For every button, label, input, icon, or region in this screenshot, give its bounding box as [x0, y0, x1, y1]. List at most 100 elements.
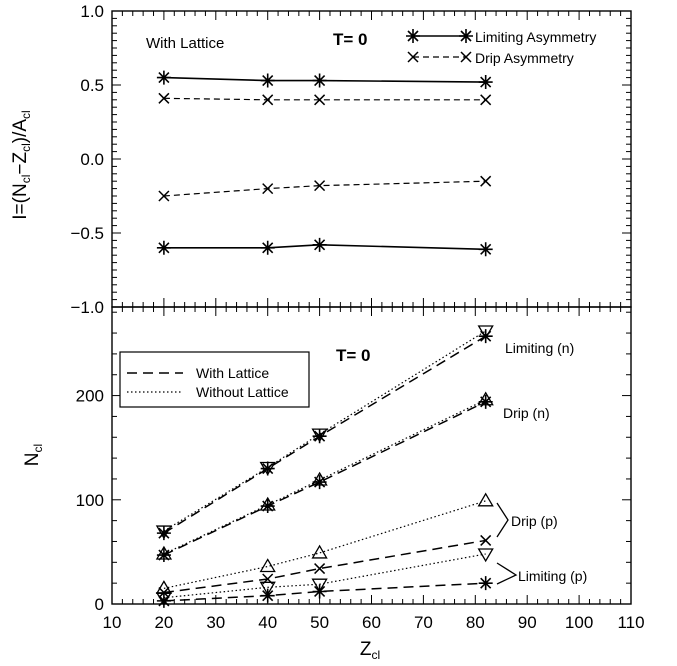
bottom-legend-label-without-lattice: Without Lattice	[196, 384, 289, 400]
bottom-series-line-7	[163, 582, 486, 602]
x-axis-title: Zcl	[360, 639, 380, 662]
bottom-y-tick-label: 0	[95, 595, 104, 614]
bottom-series-line-5	[163, 539, 486, 594]
bottom-series-marker	[259, 496, 276, 511]
bottom-series-marker	[477, 391, 494, 406]
top-series-marker	[314, 94, 326, 106]
top-series-marker	[262, 94, 274, 106]
x-tick-label: 100	[565, 613, 593, 632]
x-tick-label: 20	[154, 613, 173, 632]
bottom-annotation-temperature: T= 0	[336, 346, 371, 365]
top-annotation-lattice: With Lattice	[146, 35, 224, 52]
bottom-series-marker	[480, 534, 492, 546]
top-series-marker	[260, 73, 275, 88]
bottom-series-marker	[155, 525, 173, 540]
bottom-series-marker	[311, 428, 328, 443]
top-annotation-temperature: T= 0	[333, 30, 368, 49]
bottom-series-line-3	[163, 399, 486, 555]
x-tick-label: 30	[206, 613, 225, 632]
top-series-marker	[314, 180, 326, 192]
bottom-series-marker	[312, 475, 327, 490]
top-y-tick-label: −1.0	[70, 298, 104, 317]
x-tick-label: 110	[617, 613, 644, 632]
top-y-tick-label: −0.5	[70, 224, 104, 243]
bottom-series-marker	[156, 593, 171, 608]
top-series-marker	[312, 237, 327, 252]
top-legend-label-drip: Drip Asymmetry	[475, 50, 574, 66]
bottom-series-marker	[259, 581, 276, 596]
top-legend-label-limiting: Limiting Asymmetry	[475, 29, 596, 45]
top-legend-marker-drip	[407, 51, 419, 63]
bottom-series-marker	[260, 499, 275, 514]
top-series-marker	[480, 175, 492, 187]
top-y-tick-label: 0.0	[80, 150, 104, 169]
bottom-series-marker	[259, 558, 276, 573]
top-series-marker	[156, 70, 171, 85]
top-series-line-2	[163, 97, 486, 101]
top-series-marker	[312, 73, 327, 88]
top-series-marker	[478, 242, 493, 257]
bottom-legend-label-with-lattice: With Lattice	[196, 365, 269, 381]
bottom-series-marker	[478, 394, 493, 409]
drip-p-brace	[496, 502, 509, 538]
bottom-series-line-1	[163, 330, 486, 532]
bottom-series-marker	[477, 325, 494, 340]
bottom-y-tick-label: 100	[76, 491, 104, 510]
top-series-marker	[260, 240, 275, 255]
curve-label-drip-p: Drip (p)	[511, 513, 558, 529]
bottom-series-marker	[155, 545, 173, 560]
top-series-marker	[156, 240, 171, 255]
top-legend-marker-limiting	[406, 29, 420, 43]
top-series-line-0	[163, 76, 486, 83]
x-tick-label: 40	[258, 613, 277, 632]
x-tick-label: 10	[103, 613, 122, 632]
bottom-series-marker	[156, 526, 171, 541]
bottom-series-line-4	[163, 500, 486, 589]
bottom-series-marker	[260, 461, 275, 476]
x-tick-label: 90	[518, 613, 537, 632]
bottom-y-tick-label: 200	[76, 387, 104, 406]
top-legend: Limiting Asymmetry Drip Asymmetry	[406, 29, 596, 66]
top-series-line-1	[163, 244, 486, 251]
top-series-marker	[262, 183, 274, 195]
top-series-marker	[480, 94, 492, 106]
bottom-series-marker	[311, 544, 328, 559]
bottom-series-marker	[477, 492, 494, 507]
top-y-tick-label: 0.5	[80, 76, 104, 95]
bottom-series-marker	[477, 548, 494, 563]
top-y-tick-label: 1.0	[80, 2, 104, 21]
x-tick-label: 50	[310, 613, 329, 632]
bottom-series-marker	[311, 578, 328, 593]
bottom-series-line-2	[163, 401, 487, 556]
curve-label-limiting-p: Limiting (p)	[518, 568, 587, 584]
bottom-series-marker	[259, 461, 276, 476]
bottom-series-marker	[260, 588, 275, 603]
x-tick-label: 60	[362, 613, 381, 632]
bottom-legend-box	[119, 351, 310, 408]
curve-label-limiting-n: Limiting (n)	[505, 340, 574, 356]
bottom-series-marker	[155, 592, 173, 607]
curve-label-drip-n: Drip (n)	[503, 405, 550, 421]
top-legend-marker-drip	[460, 51, 472, 63]
top-y-axis-title: I=(Ncl−Zcl)/Acl	[10, 110, 33, 219]
bottom-series-line-0	[163, 335, 487, 534]
bottom-series-marker	[478, 329, 493, 344]
x-tick-label: 70	[414, 613, 433, 632]
bottom-legend: With Lattice Without Lattice	[119, 351, 310, 408]
top-series-marker	[478, 75, 493, 90]
bottom-series-marker	[311, 471, 328, 486]
bottom-series-line-6	[163, 553, 486, 599]
bottom-series-marker	[312, 584, 327, 599]
bottom-series-marker	[478, 576, 493, 591]
top-series-marker	[158, 190, 170, 202]
top-series-marker	[158, 92, 170, 104]
bottom-series-marker	[312, 429, 327, 444]
top-legend-marker-limiting	[459, 29, 473, 43]
bottom-y-axis-title: Ncl	[22, 444, 45, 466]
bottom-series-marker	[156, 548, 171, 563]
bottom-series-marker	[314, 563, 326, 575]
x-tick-label: 80	[466, 613, 485, 632]
limiting-p-brace	[496, 562, 518, 585]
top-series-line-3	[163, 180, 486, 197]
